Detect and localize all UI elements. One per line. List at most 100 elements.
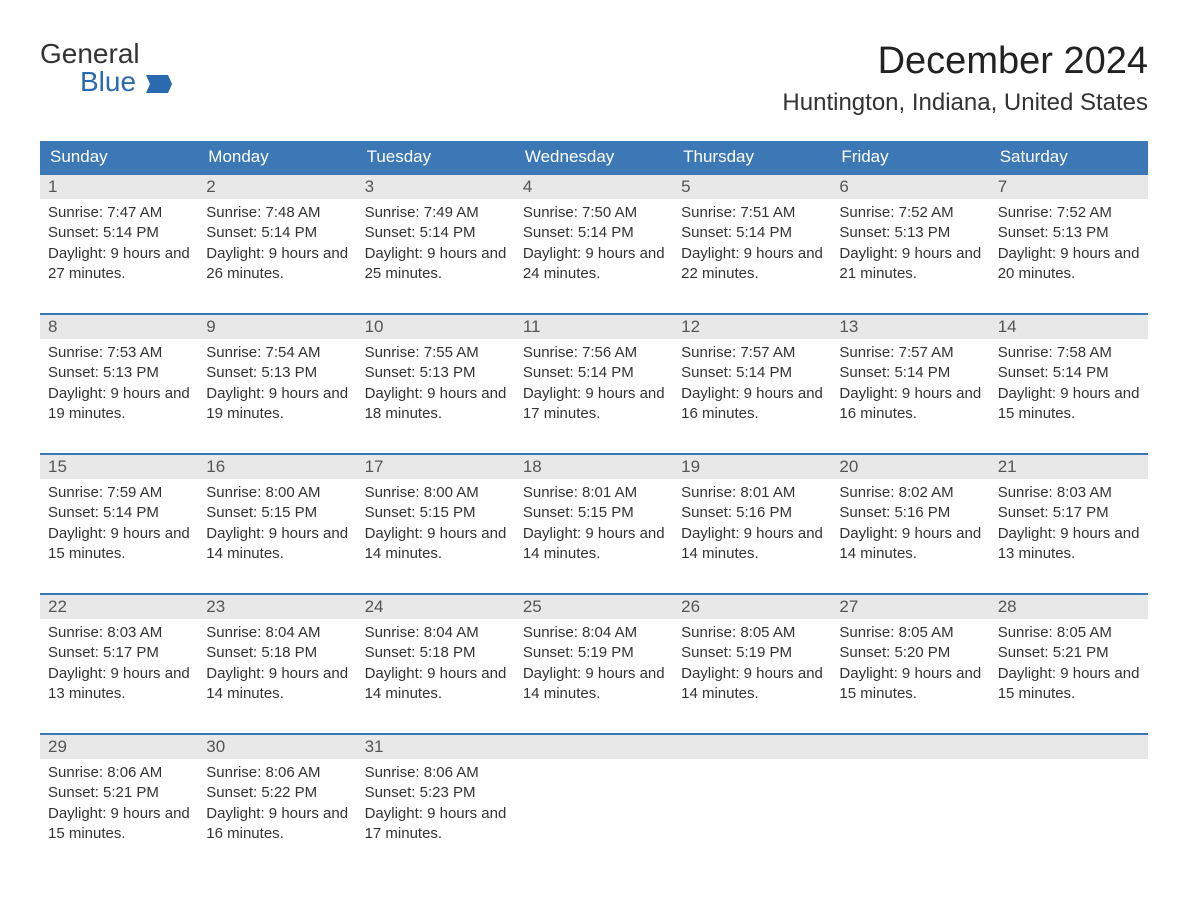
sunrise-line: Sunrise: 7:57 AM	[681, 343, 823, 363]
sunrise-line: Sunrise: 7:56 AM	[523, 343, 665, 363]
sunset-line: Sunset: 5:14 PM	[48, 503, 190, 523]
sunrise-line: Sunrise: 8:05 AM	[839, 623, 981, 643]
day-content: Sunrise: 8:00 AMSunset: 5:15 PMDaylight:…	[198, 479, 356, 574]
calendar-day: 8Sunrise: 7:53 AMSunset: 5:13 PMDaylight…	[40, 315, 198, 435]
day-number-row: 26	[673, 595, 831, 619]
daylight-line: Daylight: 9 hours and 14 minutes.	[365, 524, 507, 565]
document-header: General Blue December 2024 Huntington, I…	[40, 40, 1148, 117]
sunrise-line: Sunrise: 7:54 AM	[206, 343, 348, 363]
logo: General Blue	[40, 40, 172, 98]
calendar-day: 3Sunrise: 7:49 AMSunset: 5:14 PMDaylight…	[357, 175, 515, 295]
day-number-row: 19	[673, 455, 831, 479]
daylight-line: Daylight: 9 hours and 16 minutes.	[839, 384, 981, 425]
sunrise-line: Sunrise: 7:48 AM	[206, 203, 348, 223]
sunset-line: Sunset: 5:14 PM	[206, 223, 348, 243]
day-number: 12	[681, 317, 700, 336]
sunrise-line: Sunrise: 8:02 AM	[839, 483, 981, 503]
day-content: Sunrise: 7:54 AMSunset: 5:13 PMDaylight:…	[198, 339, 356, 434]
calendar-day: 7Sunrise: 7:52 AMSunset: 5:13 PMDaylight…	[990, 175, 1148, 295]
sunset-line: Sunset: 5:21 PM	[998, 643, 1140, 663]
calendar-day: 21Sunrise: 8:03 AMSunset: 5:17 PMDayligh…	[990, 455, 1148, 575]
calendar-week: 15 Sunrise: 7:59 AMSunset: 5:14 PM Dayligh…	[40, 453, 1148, 575]
calendar-day: 16Sunrise: 8:00 AMSunset: 5:15 PMDayligh…	[198, 455, 356, 575]
day-number-row: 30	[198, 735, 356, 759]
sunset-line: Sunset: 5:14 PM	[839, 363, 981, 383]
calendar-day-empty: .	[515, 735, 673, 855]
day-content: Sunrise: 8:03 AMSunset: 5:17 PMDaylight:…	[40, 619, 198, 714]
daylight-line: Daylight: 9 hours and 16 minutes.	[206, 804, 348, 845]
sunset-line: Sunset: 5:19 PM	[681, 643, 823, 663]
daylight-line: Daylight: 9 hours and 14 minutes.	[365, 664, 507, 705]
sunset-line: Sunset: 5:22 PM	[206, 783, 348, 803]
location: Huntington, Indiana, United States	[782, 89, 1148, 117]
day-number-row: 4	[515, 175, 673, 199]
calendar-day: 9Sunrise: 7:54 AMSunset: 5:13 PMDaylight…	[198, 315, 356, 435]
sunset-line: Sunset: 5:14 PM	[365, 223, 507, 243]
sunset-line: Sunset: 5:13 PM	[365, 363, 507, 383]
calendar-document: General Blue December 2024 Huntington, I…	[40, 40, 1148, 855]
day-header: Monday	[198, 141, 356, 173]
calendar-day: 30 Sunrise: 8:06 AMSunset: 5:22 PMDayligh…	[198, 735, 356, 855]
day-content: Sunrise: 7:47 AMSunset: 5:14 PMDaylight:…	[40, 199, 198, 294]
title-block: December 2024 Huntington, Indiana, Unite…	[782, 40, 1148, 117]
calendar-day: 18Sunrise: 8:01 AMSunset: 5:15 PMDayligh…	[515, 455, 673, 575]
sunset-line: Sunset: 5:13 PM	[839, 223, 981, 243]
sunset-line: Sunset: 5:14 PM	[681, 223, 823, 243]
calendar-day: 4Sunrise: 7:50 AMSunset: 5:14 PMDaylight…	[515, 175, 673, 295]
sunrise-line: Sunrise: 7:59 AM	[48, 483, 190, 503]
day-content: Sunrise: 8:06 AMSunset: 5:23 PMDaylight:…	[357, 759, 515, 854]
day-number-row: 28	[990, 595, 1148, 619]
sunset-line: Sunset: 5:14 PM	[523, 363, 665, 383]
day-number-row: 10	[357, 315, 515, 339]
day-content: Sunrise: 8:01 AMSunset: 5:15 PMDaylight:…	[515, 479, 673, 574]
daylight-line: Daylight: 9 hours and 16 minutes.	[681, 384, 823, 425]
daylight-line: Daylight: 9 hours and 17 minutes.	[365, 804, 507, 845]
day-number: 10	[365, 317, 384, 336]
calendar-day-empty: .	[990, 735, 1148, 855]
daylight-line: Daylight: 9 hours and 14 minutes.	[523, 664, 665, 705]
sunset-line: Sunset: 5:17 PM	[998, 503, 1140, 523]
day-number-row: 18	[515, 455, 673, 479]
sunset-line: Sunset: 5:23 PM	[365, 783, 507, 803]
day-number: 24	[365, 597, 384, 616]
sunrise-line: Sunrise: 7:55 AM	[365, 343, 507, 363]
calendar-week: 1 Sunrise: 7:47 AMSunset: 5:14 PMDaylight…	[40, 173, 1148, 295]
daylight-line: Daylight: 9 hours and 14 minutes.	[206, 664, 348, 705]
calendar-day: 13Sunrise: 7:57 AMSunset: 5:14 PMDayligh…	[831, 315, 989, 435]
calendar-day: 1 Sunrise: 7:47 AMSunset: 5:14 PMDaylight…	[40, 175, 198, 295]
day-number: 22	[48, 597, 67, 616]
calendar-day: 26Sunrise: 8:05 AMSunset: 5:19 PMDayligh…	[673, 595, 831, 715]
day-content: Sunrise: 7:56 AMSunset: 5:14 PMDaylight:…	[515, 339, 673, 434]
daylight-line: Daylight: 9 hours and 19 minutes.	[206, 384, 348, 425]
daylight-line: Daylight: 9 hours and 13 minutes.	[998, 524, 1140, 565]
day-content: Sunrise: 7:52 AMSunset: 5:13 PMDaylight:…	[831, 199, 989, 294]
day-number: 20	[839, 457, 858, 476]
day-number-row: .	[673, 735, 831, 759]
daylight-line: Daylight: 9 hours and 25 minutes.	[365, 244, 507, 285]
day-number-row: 24	[357, 595, 515, 619]
calendar-day: 31 Sunrise: 8:06 AMSunset: 5:23 PMDayligh…	[357, 735, 515, 855]
day-content: Sunrise: 7:57 AMSunset: 5:14 PMDaylight:…	[673, 339, 831, 434]
day-header: Thursday	[673, 141, 831, 173]
calendar-week: 22 Sunrise: 8:03 AMSunset: 5:17 PMDayligh…	[40, 593, 1148, 715]
sunrise-line: Sunrise: 8:00 AM	[206, 483, 348, 503]
sunset-line: Sunset: 5:18 PM	[365, 643, 507, 663]
daylight-line: Daylight: 9 hours and 19 minutes.	[48, 384, 190, 425]
day-content: Sunrise: 8:04 AMSunset: 5:19 PMDaylight:…	[515, 619, 673, 714]
day-content: Sunrise: 8:02 AMSunset: 5:16 PMDaylight:…	[831, 479, 989, 574]
daylight-line: Daylight: 9 hours and 13 minutes.	[48, 664, 190, 705]
daylight-line: Daylight: 9 hours and 14 minutes.	[839, 524, 981, 565]
calendar-day: 5Sunrise: 7:51 AMSunset: 5:14 PMDaylight…	[673, 175, 831, 295]
day-number: 15	[48, 457, 67, 476]
sunrise-line: Sunrise: 8:06 AM	[206, 763, 348, 783]
calendar-day: 17Sunrise: 8:00 AMSunset: 5:15 PMDayligh…	[357, 455, 515, 575]
sunrise-line: Sunrise: 7:53 AM	[48, 343, 190, 363]
day-number: 31	[365, 737, 384, 756]
day-content: Sunrise: 8:00 AMSunset: 5:15 PMDaylight:…	[357, 479, 515, 574]
day-number-row: 1	[40, 175, 198, 199]
day-number: 21	[998, 457, 1017, 476]
day-number: 1	[48, 177, 57, 196]
daylight-line: Daylight: 9 hours and 27 minutes.	[48, 244, 190, 285]
day-number: 30	[206, 737, 225, 756]
day-header: Tuesday	[357, 141, 515, 173]
